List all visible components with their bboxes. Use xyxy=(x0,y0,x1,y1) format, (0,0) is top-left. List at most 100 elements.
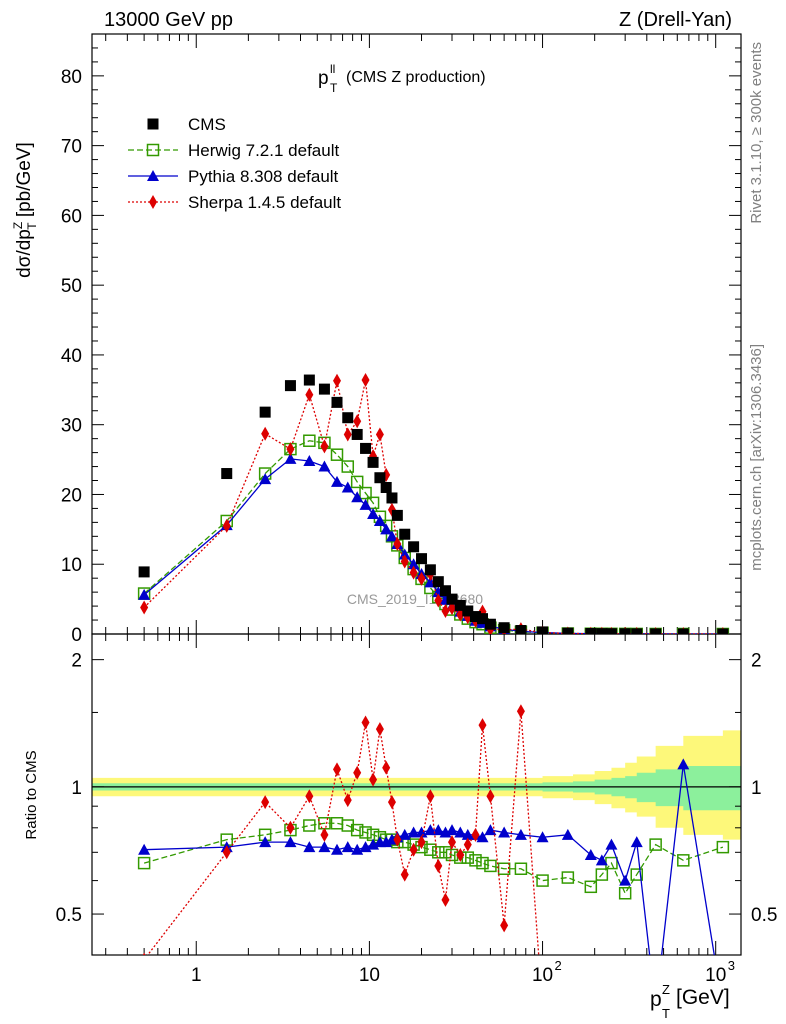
ratio-sherpa-point xyxy=(387,795,396,810)
ratio-pythia-point xyxy=(446,824,459,836)
ratio-sherpa-point xyxy=(471,827,480,842)
main-y-tick-label: 20 xyxy=(61,485,82,506)
ratio-pythia-point xyxy=(498,826,511,838)
main-cms-point xyxy=(462,605,474,617)
main-pythia-point xyxy=(367,508,380,519)
ratio-sherpa-point xyxy=(400,867,409,882)
main-pythia-point xyxy=(341,481,354,493)
main-pythia-point xyxy=(318,460,331,472)
main-cms-point xyxy=(386,492,398,504)
plot-title-rest: (CMS Z production) xyxy=(346,69,486,86)
legend-sherpa-label: Sherpa 1.4.5 default xyxy=(188,193,341,212)
ratio-sherpa-point xyxy=(441,892,450,907)
main-cms-point xyxy=(454,599,466,611)
x-label-superscript: Z xyxy=(662,982,670,997)
y-label-superscript: Z xyxy=(11,222,25,229)
main-pythia-point xyxy=(398,548,411,560)
ratio-herwig-point xyxy=(484,859,497,873)
main-sherpa-point xyxy=(400,554,409,569)
ratio-panel-frame xyxy=(91,633,742,956)
ratio-y-axis-label: Ratio to CMS xyxy=(23,750,40,839)
ratio-y-tick-label-right: 1 xyxy=(751,778,762,799)
ratio-sherpa-point xyxy=(463,837,472,852)
ratio-sherpa-point xyxy=(142,952,146,955)
main-cms-point xyxy=(138,566,150,578)
main-cms-point xyxy=(677,628,689,634)
ratio-herwig-point xyxy=(649,838,662,851)
main-pythia-point xyxy=(303,454,316,466)
ratio-sherpa-point xyxy=(500,918,509,933)
main-sherpa-point xyxy=(417,571,426,586)
ratio-herwig-point xyxy=(469,854,482,867)
ratio-pythia-point xyxy=(595,854,608,866)
main-pythia-point xyxy=(385,530,398,542)
main-pythia-point xyxy=(359,498,372,510)
x-axis-label: p Z T [GeV] xyxy=(650,982,730,1021)
ratio-herwig-point xyxy=(561,871,575,884)
ratio-herwig-point xyxy=(359,826,372,839)
rivet-version-label: Rivet 3.1.10, ≥ 300k events xyxy=(748,42,765,224)
main-cms-point xyxy=(596,628,608,634)
main-cms-point xyxy=(470,611,482,623)
main-cms-point xyxy=(360,442,372,454)
plot-title-superscript: ll xyxy=(330,62,335,76)
main-cms-point xyxy=(303,374,315,386)
ratio-herwig-point xyxy=(350,823,364,837)
ratio-panel-data xyxy=(137,704,730,1015)
ratio-sherpa-point xyxy=(434,858,443,873)
main-herwig-point xyxy=(341,460,355,473)
ratio-pythia-point xyxy=(138,843,151,855)
ratio-herwig-point xyxy=(677,854,690,867)
ratio-stat-uncertainty-band xyxy=(92,766,741,811)
main-y-tick-label: 0 xyxy=(71,625,82,646)
plot-title-main: p xyxy=(318,68,329,89)
ratio-pythia-point xyxy=(514,828,527,840)
main-panel-data xyxy=(137,373,730,634)
ratio-herwig-point xyxy=(630,868,644,881)
main-sherpa-point xyxy=(320,439,329,454)
ratio-pythia-point xyxy=(424,824,437,836)
main-sherpa-point xyxy=(286,442,295,457)
y-label-subscript: T xyxy=(25,222,39,230)
ratio-sherpa-point xyxy=(375,722,384,737)
ratio-sherpa-point xyxy=(320,827,329,842)
ratio-herwig-point xyxy=(432,846,445,859)
plot-title: p ll T (CMS Z production) xyxy=(318,62,486,95)
ratio-pythia-point xyxy=(561,828,574,840)
x-tick-label: 1 xyxy=(191,965,202,986)
ratio-sherpa-point xyxy=(598,1001,606,1015)
ratio-pythia-point xyxy=(536,831,549,843)
ratio-sherpa-point xyxy=(516,704,525,719)
ratio-sherpa-point xyxy=(382,760,391,775)
main-cms-point xyxy=(259,406,271,418)
ratio-herwig-point xyxy=(497,862,511,875)
ratio-pythia-point xyxy=(284,836,297,848)
ratio-pythia-point xyxy=(407,826,420,838)
main-sherpa-point xyxy=(305,387,314,402)
main-cms-point xyxy=(342,412,354,424)
ratio-sherpa-point xyxy=(456,847,465,862)
main-cms-point xyxy=(331,396,343,408)
main-pythia-point xyxy=(284,452,297,464)
main-cms-point xyxy=(619,628,631,634)
ratio-herwig-point xyxy=(341,819,355,832)
main-cms-point xyxy=(605,628,617,634)
main-cms-point xyxy=(408,541,420,553)
ratio-pythia-point xyxy=(318,841,331,853)
ratio-pythia-point xyxy=(341,841,354,853)
ratio-pythia-point xyxy=(259,836,272,848)
ratio-sherpa-point xyxy=(607,1001,615,1015)
ratio-herwig-point xyxy=(476,856,489,870)
ratio-pythia-point xyxy=(476,831,489,843)
ratio-pythia-point xyxy=(630,836,643,848)
main-cms-point xyxy=(484,618,496,630)
main-cms-point xyxy=(439,585,451,597)
ratio-pythia-point xyxy=(584,848,597,860)
main-cms-point xyxy=(399,528,411,540)
main-sherpa-point xyxy=(222,518,231,533)
ratio-sherpa-point xyxy=(417,835,426,850)
header-energy-label: 13000 GeV pp xyxy=(104,9,233,31)
ratio-uncertainty-bands xyxy=(92,730,741,840)
ratio-sherpa-point xyxy=(333,762,342,777)
ratio-herwig-point xyxy=(584,880,598,894)
